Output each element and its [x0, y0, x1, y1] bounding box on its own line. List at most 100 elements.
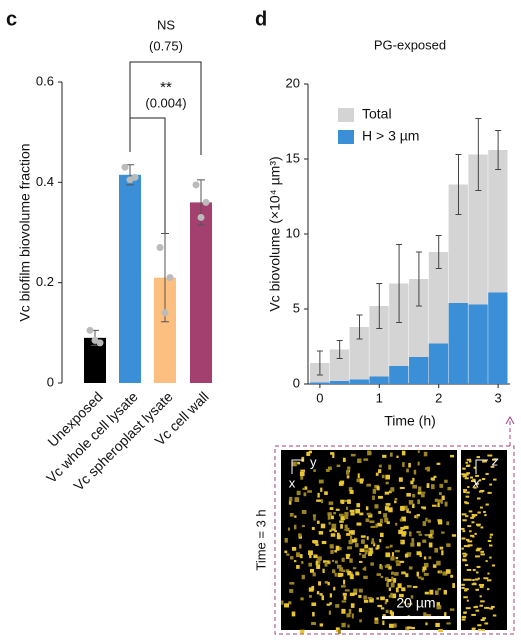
speckle — [464, 564, 469, 567]
y-tick-label: 0 — [293, 375, 300, 390]
speckle — [294, 515, 297, 518]
x-tick-label: 3 — [495, 390, 502, 405]
speckle — [327, 581, 330, 586]
speckle — [359, 479, 364, 484]
speckle — [346, 475, 350, 479]
speckle — [391, 552, 394, 557]
speckle — [446, 543, 451, 547]
speckle — [330, 533, 336, 537]
data-point — [91, 336, 99, 344]
speckle — [489, 556, 492, 559]
speckle — [364, 549, 370, 553]
speckle — [316, 520, 320, 524]
speckle — [339, 567, 344, 572]
y-axis-label: Vc biofilm biovolume fraction — [17, 143, 33, 321]
speckle — [466, 464, 470, 467]
y-tick-label: 10 — [286, 225, 300, 240]
data-point — [192, 181, 200, 189]
speckle — [406, 508, 409, 513]
speckle — [406, 468, 409, 473]
speckle — [424, 534, 430, 537]
speckle — [477, 497, 481, 500]
speckle — [376, 544, 380, 549]
speckle — [391, 571, 394, 575]
speckle — [339, 480, 345, 485]
speckle — [390, 487, 395, 492]
speckle — [449, 608, 455, 611]
x-tick-label: 0 — [316, 390, 323, 405]
speckle — [373, 543, 376, 547]
speckle — [315, 561, 319, 566]
speckle — [465, 495, 470, 498]
speckle — [468, 460, 472, 463]
panel-label: c — [6, 8, 17, 30]
speckle — [477, 624, 482, 627]
micrograph — [281, 450, 457, 630]
speckle — [441, 531, 445, 534]
speckle — [410, 595, 414, 599]
speckle — [316, 564, 321, 569]
speckle — [401, 571, 406, 574]
speckle — [484, 606, 490, 609]
speckle — [480, 553, 485, 556]
speckle — [340, 515, 346, 521]
speckle — [423, 562, 429, 568]
speckle — [296, 565, 300, 569]
speckle — [358, 552, 362, 556]
panel-label: d — [255, 8, 267, 30]
speckle — [343, 579, 346, 585]
speckle — [410, 542, 415, 547]
speckle — [378, 464, 382, 468]
speckle — [299, 554, 303, 559]
speckle — [396, 563, 401, 566]
speckle — [431, 484, 435, 490]
speckle — [309, 595, 312, 598]
speckle — [392, 593, 397, 599]
speckle — [332, 453, 335, 458]
speckle — [475, 609, 480, 612]
speckle — [439, 546, 444, 550]
speckle — [300, 469, 306, 472]
legend-swatch — [338, 108, 354, 122]
speckle — [462, 552, 466, 555]
speckle — [446, 622, 451, 625]
speckle — [357, 473, 360, 479]
speckle — [482, 617, 487, 620]
speckle — [388, 464, 392, 470]
speckle — [374, 617, 379, 621]
speckle — [422, 539, 427, 543]
speckle — [379, 538, 382, 543]
speckle — [480, 600, 485, 603]
speckle — [472, 478, 476, 481]
speckle — [473, 606, 478, 609]
speckle — [346, 613, 351, 618]
speckle — [462, 555, 467, 558]
speckle — [366, 536, 369, 540]
speckle — [358, 588, 363, 593]
speckle — [393, 623, 397, 628]
speckle — [401, 516, 406, 522]
speckle — [477, 511, 481, 514]
speckle — [450, 454, 455, 458]
speckle — [341, 600, 347, 603]
speckle — [463, 596, 468, 599]
speckle — [344, 499, 348, 502]
speckle — [489, 544, 493, 547]
speckle — [471, 628, 475, 631]
speckle — [480, 526, 484, 529]
image-axis: z — [491, 453, 499, 468]
speckle — [317, 556, 322, 561]
annotation: (0.75) — [149, 38, 183, 53]
speckle — [291, 546, 297, 551]
speckle — [428, 556, 432, 560]
speckle — [350, 603, 355, 608]
y-tick-label: 0.2 — [36, 274, 54, 289]
speckle — [336, 534, 341, 540]
speckle — [326, 603, 331, 606]
speckle — [347, 624, 350, 628]
speckle — [349, 558, 353, 563]
speckle — [309, 554, 312, 559]
speckle — [395, 560, 400, 563]
speckle — [480, 550, 485, 553]
speckle — [417, 576, 422, 579]
